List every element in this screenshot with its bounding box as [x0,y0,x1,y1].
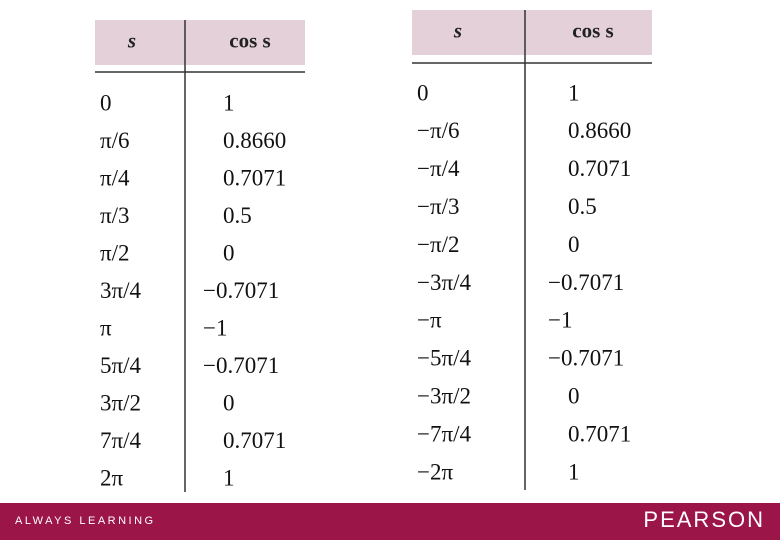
footer-brand: PEARSON [643,507,765,532]
cell: 0 [568,383,580,408]
cell: −0.7071 [203,278,279,303]
cell: 0.8660 [568,118,631,143]
cell: π/3 [100,203,130,228]
cell: π/4 [100,165,130,190]
cell: 0 [100,90,112,115]
cell: 0.7071 [568,421,631,446]
cell: −3π/4 [417,270,471,295]
header-band [95,20,305,65]
cell: 0.8660 [223,128,286,153]
cell: 0 [568,232,580,257]
cell: 1 [223,465,235,490]
cell: −π/6 [417,118,459,143]
cell: −3π/2 [417,383,471,408]
header-cell: cos s [229,28,270,52]
cell: −0.7071 [203,353,279,378]
cell: −π/4 [417,156,460,181]
header-cell: s [127,28,136,52]
cell: 0 [223,390,235,415]
header-band [412,10,652,55]
cell: 0.7071 [223,428,286,453]
cell: −π/3 [417,194,459,219]
cell: 0.7071 [223,165,286,190]
cell: 0 [417,80,429,105]
cell: 7π/4 [100,428,142,453]
cell: π [100,315,112,340]
cell: 0 [223,240,235,265]
footer-tagline: ALWAYS LEARNING [15,515,156,527]
header-cell: cos s [572,18,613,42]
cell: −5π/4 [417,346,471,371]
cell: π/6 [100,128,130,153]
cell: 0.5 [223,203,252,228]
cell: 3π/4 [100,278,142,303]
cell: 2π [100,465,124,490]
cell: 3π/2 [100,390,141,415]
cell: −1 [548,308,572,333]
cell: 5π/4 [100,353,142,378]
cell: π/2 [100,240,130,265]
cell: −0.7071 [548,270,624,295]
cell: 1 [568,459,580,484]
cell: 1 [223,90,235,115]
cell: 1 [568,80,580,105]
footer-bar [0,503,780,540]
cell: 0.5 [568,194,597,219]
cell: 0.7071 [568,156,631,181]
header-cell: s [453,18,462,42]
cell: −1 [203,315,227,340]
cell: −π/2 [417,232,459,257]
cell: −π [417,308,442,333]
cell: −0.7071 [548,346,624,371]
cell: −2π [417,459,453,484]
cell: −7π/4 [417,421,471,446]
